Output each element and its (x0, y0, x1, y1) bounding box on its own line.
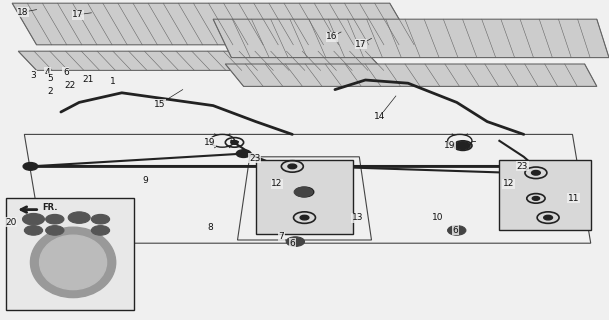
Circle shape (231, 140, 238, 144)
Text: 18: 18 (18, 8, 29, 17)
Polygon shape (499, 160, 591, 230)
Circle shape (46, 214, 64, 224)
Text: 2: 2 (47, 87, 53, 96)
Circle shape (91, 226, 110, 235)
Ellipse shape (30, 227, 116, 298)
Circle shape (301, 190, 308, 194)
Text: 17: 17 (72, 10, 83, 19)
Text: 16: 16 (326, 32, 337, 41)
Circle shape (68, 212, 90, 223)
Text: 19: 19 (444, 141, 455, 150)
Circle shape (91, 214, 110, 224)
Circle shape (286, 237, 304, 246)
Circle shape (532, 171, 540, 175)
Text: 20: 20 (5, 218, 16, 227)
Text: 10: 10 (432, 213, 443, 222)
Circle shape (46, 226, 64, 235)
Polygon shape (256, 160, 353, 234)
Polygon shape (225, 64, 597, 86)
Text: 6: 6 (289, 239, 295, 248)
Circle shape (456, 142, 470, 149)
Polygon shape (6, 198, 134, 310)
Circle shape (459, 144, 466, 148)
Text: 6: 6 (452, 226, 459, 235)
Text: 21: 21 (83, 75, 94, 84)
Text: 9: 9 (142, 176, 148, 185)
Circle shape (288, 164, 297, 169)
Circle shape (23, 213, 44, 225)
Circle shape (24, 226, 43, 235)
Circle shape (544, 215, 552, 220)
Text: 11: 11 (568, 194, 579, 203)
Text: 3: 3 (30, 71, 37, 80)
Text: 4: 4 (44, 68, 51, 76)
Text: 12: 12 (272, 180, 283, 188)
Polygon shape (213, 19, 609, 58)
Text: 6: 6 (63, 68, 69, 76)
Text: 12: 12 (503, 180, 514, 188)
Text: 14: 14 (374, 112, 385, 121)
Ellipse shape (40, 235, 107, 290)
Circle shape (294, 187, 312, 197)
Text: 13: 13 (352, 213, 363, 222)
Text: 8: 8 (207, 223, 213, 232)
Text: 15: 15 (154, 100, 165, 108)
Circle shape (448, 226, 466, 235)
Text: 23: 23 (249, 154, 260, 163)
Text: 1: 1 (110, 77, 116, 86)
Circle shape (532, 196, 540, 200)
Text: 5: 5 (47, 74, 53, 83)
Text: 19: 19 (205, 138, 216, 147)
Circle shape (300, 215, 309, 220)
Circle shape (236, 150, 251, 157)
Text: FR.: FR. (43, 203, 58, 212)
Text: 22: 22 (65, 81, 76, 90)
Text: 17: 17 (356, 40, 367, 49)
Polygon shape (12, 3, 414, 45)
Text: 23: 23 (517, 162, 528, 171)
Text: 7: 7 (278, 232, 284, 241)
Circle shape (23, 163, 38, 170)
Polygon shape (18, 51, 384, 70)
Circle shape (55, 216, 73, 226)
